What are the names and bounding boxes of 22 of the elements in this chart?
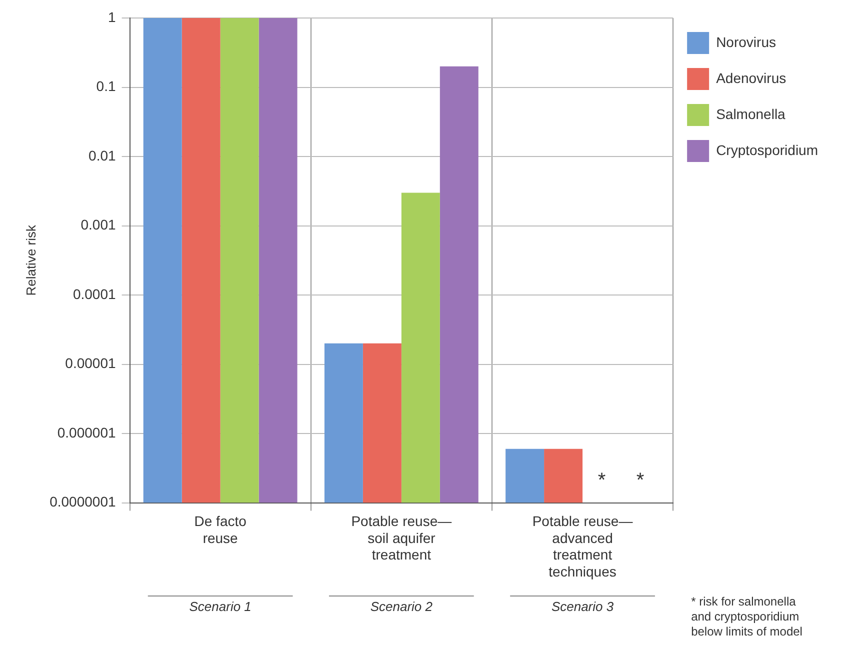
text: * risk for salmonella and cryptosporidium below limits of model (691, 594, 802, 638)
y-tick-label: 0.000001 (57, 424, 116, 440)
y-tick-label: 0.0001 (72, 286, 116, 302)
text: * (636, 469, 644, 492)
text: Scenario 2 (370, 599, 434, 614)
y-tick-label: 0.0000001 (50, 494, 116, 510)
legend-label: Cryptosporidium (716, 142, 818, 158)
y-tick-label: 1 (108, 8, 116, 25)
y-tick-label: 0.00001 (65, 355, 116, 372)
text: Scenario 3 (551, 599, 614, 614)
y-tick-label: 0.1 (96, 78, 116, 94)
x-tick-label: De facto reuse (194, 513, 247, 546)
y-axis-title: Relative risk (23, 224, 38, 296)
y-tick-label: 0.01 (88, 147, 116, 164)
legend-label: Salmonella (716, 106, 786, 122)
legend-label: Norovirus (716, 34, 776, 50)
text: Scenario 1 (189, 599, 252, 614)
x-tick-label: Potable reuse— advanced treatment techniques (532, 513, 633, 580)
legend-label: Adenovirus (716, 70, 786, 86)
y-tick-label: 0.001 (80, 216, 116, 233)
x-tick-label: Potable reuse— soil aquifer treatment (351, 513, 452, 563)
text: * (598, 469, 606, 492)
